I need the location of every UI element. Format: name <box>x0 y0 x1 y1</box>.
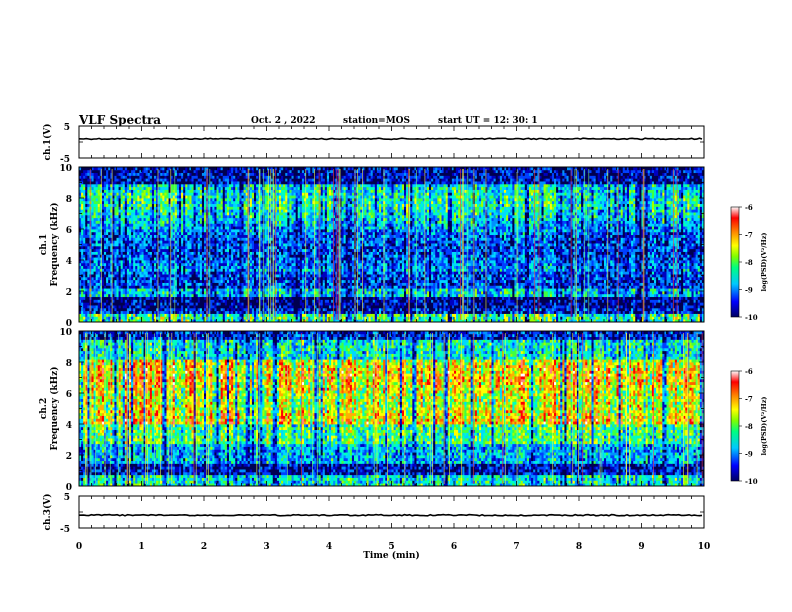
y-tick-label: 5 <box>64 123 70 133</box>
y-axis-label: ch.1(V) <box>42 124 53 161</box>
voltage-panel-1: 5-5ch.1(V) <box>42 123 704 165</box>
